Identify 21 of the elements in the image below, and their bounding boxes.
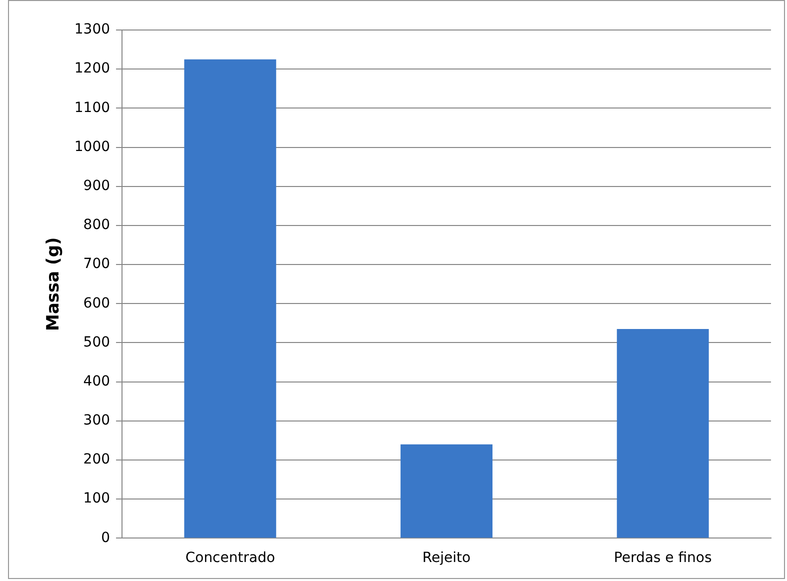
y-tick-label: 1200	[74, 60, 110, 77]
y-tick-label: 0	[101, 530, 110, 546]
bar	[184, 59, 276, 538]
bar	[400, 444, 492, 538]
y-tick-label: 1000	[74, 138, 110, 155]
y-tick-label: 100	[83, 490, 110, 507]
y-tick-label: 600	[83, 295, 110, 312]
y-tick-label: 200	[83, 452, 110, 468]
y-tick-label: 400	[83, 373, 110, 390]
y-tick-label: 1300	[74, 22, 110, 38]
y-tick-label: 500	[83, 334, 110, 350]
bar	[616, 329, 709, 538]
x-tick-label: Rejeito	[422, 550, 471, 566]
y-axis-title: Massa (g)	[44, 237, 64, 331]
y-tick-label: 800	[83, 217, 110, 234]
y-tick-label: 700	[83, 256, 110, 272]
x-tick-label: Perdas e finos	[614, 550, 712, 566]
y-tick-label: 1100	[74, 100, 110, 116]
y-tick-label: 900	[83, 178, 110, 194]
y-tick-label: 300	[83, 412, 110, 429]
x-tick-label: Concentrado	[185, 550, 276, 566]
